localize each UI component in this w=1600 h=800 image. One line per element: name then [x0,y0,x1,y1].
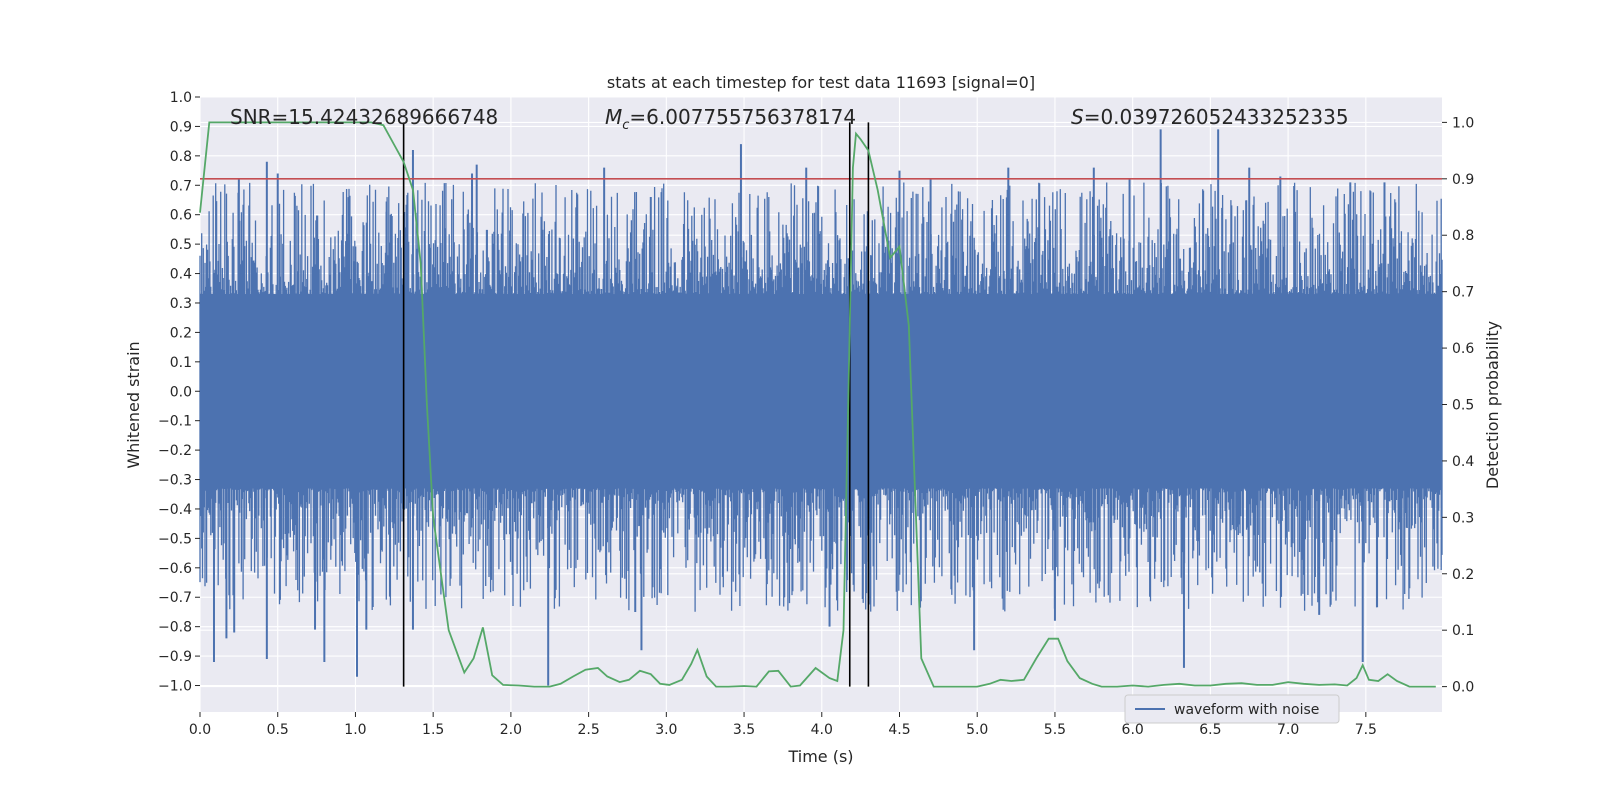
y-tick-label: 0.4 [170,267,192,283]
waveform-series [199,129,1443,686]
y-axis-ticks: 1.0 0.9 0.8 0.7 0.6 0.5 0.4 0.3 0.2 0.1 0.0 −0.1 −0.… [158,90,200,695]
y2-tick-label: 0.6 [1452,341,1474,357]
x-tick-label: 6.0 [1122,722,1144,738]
y2-tick-label: 0.5 [1452,398,1474,414]
y-tick-label: −0.5 [158,531,192,547]
legend-box [1124,694,1340,724]
x-tick-label: 2.5 [577,722,599,738]
x-tick-label: 6.5 [1199,722,1221,738]
x-tick-label: 3.0 [655,722,677,738]
y2-tick-label: 0.4 [1452,454,1474,470]
y-tick-label: 0.2 [170,325,192,341]
y-tick-label: 0.1 [170,355,192,371]
y2-tick-label: 1.0 [1452,115,1474,131]
y-tick-label: −0.4 [158,502,192,518]
y2-tick-label: 0.0 [1452,680,1474,696]
y-tick-label: −0.8 [158,620,192,636]
y2-tick-label: 0.8 [1452,228,1474,244]
x-tick-label: 1.0 [344,722,366,738]
y-tick-label: 0.7 [170,178,192,194]
s-symbol: S [1071,105,1084,129]
y-tick-label: −1.0 [158,679,192,695]
probability-series [199,121,1436,688]
x-tick-label: 7.0 [1277,722,1299,738]
overlay-lines [200,122,1442,687]
x-tick-label: 7.5 [1355,722,1377,738]
x-tick-label: 5.0 [966,722,988,738]
legend: waveform with noise [1124,694,1340,724]
mc-value: =6.007755756378174 [629,105,856,129]
x-tick-label: 5.5 [1044,722,1066,738]
waveform-line [199,182,1443,612]
y-tick-label: 1.0 [170,90,192,106]
x-tick-label: 0.5 [267,722,289,738]
y-tick-label: −0.7 [158,590,192,606]
x-axis-title: Time (s) [787,747,853,766]
y2-axis-ticks: 1.0 0.9 0.8 0.7 0.6 0.5 0.4 0.3 0.2 0.1 0.0 [1442,115,1474,696]
s-value: =0.039726052433252335 [1084,105,1349,129]
snr-annotation: SNR=15.42432689666748 [230,105,498,129]
y-tick-label: 0.9 [170,119,192,135]
y2-tick-label: 0.1 [1452,623,1474,639]
x-tick-label: 2.0 [500,722,522,738]
y-tick-label: −0.6 [158,561,192,577]
legend-label: waveform with noise [1174,702,1319,718]
y2-axis-title: Detection probability [1483,321,1502,489]
y-tick-label: 0.3 [170,296,192,312]
probability-line [199,121,1436,688]
x-tick-label: 3.5 [733,722,755,738]
x-tick-label: 1.5 [422,722,444,738]
x-tick-label: 4.5 [888,722,910,738]
y-tick-label: 0.8 [170,149,192,165]
y-tick-label: −0.1 [158,414,192,430]
mc-subscript: c [622,118,629,133]
y-tick-label: −0.2 [158,443,192,459]
y-tick-label: 0.0 [170,384,192,400]
s-annotation: S=0.039726052433252335 [1071,105,1349,129]
y2-tick-label: 0.9 [1452,172,1474,188]
y-axis-title: Whitened strain [124,341,143,468]
y-tick-label: 0.5 [170,237,192,253]
y-tick-label: −0.3 [158,473,192,489]
chirp-mass-annotation: Mc=6.007755756378174 [605,105,856,133]
mc-symbol: M [605,105,622,129]
y-tick-label: 0.6 [170,208,192,224]
y2-tick-label: 0.2 [1452,567,1474,583]
y2-tick-label: 0.7 [1452,285,1474,301]
chart-title: stats at each timestep for test data 116… [607,73,1035,92]
x-tick-label: 4.0 [811,722,833,738]
y-tick-label: −0.9 [158,649,192,665]
x-tick-label: 0.0 [189,722,211,738]
y2-tick-label: 0.3 [1452,510,1474,526]
